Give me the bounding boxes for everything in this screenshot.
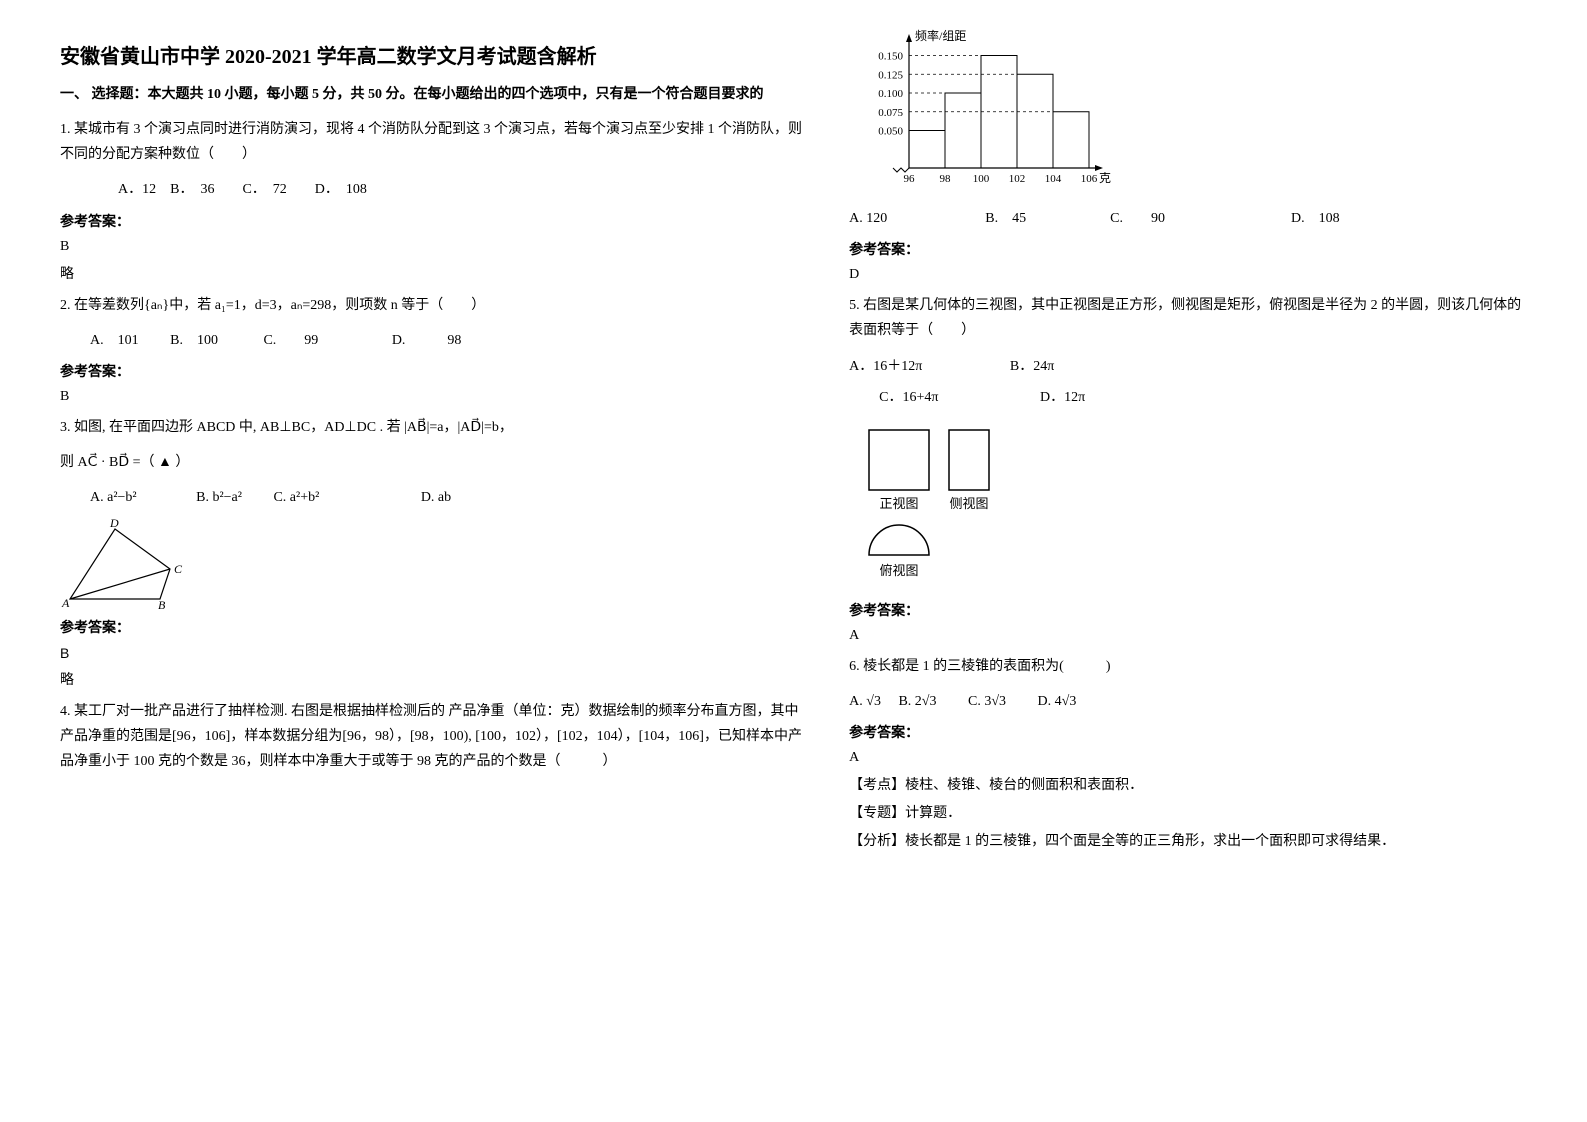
- q4-ans: D: [849, 267, 1527, 283]
- q6-text: 6. 棱长都是 1 的三棱锥的表面积为( ): [849, 654, 1527, 679]
- q6-pt2: 【专题】计算题．: [849, 802, 1527, 822]
- q3-figure: A B C D: [60, 519, 809, 609]
- q3-ans-label: 参考答案：: [60, 617, 809, 637]
- svg-text:0.100: 0.100: [878, 88, 903, 100]
- q6-ans-label: 参考答案：: [849, 722, 1527, 742]
- q6-optA: A. √3: [849, 694, 881, 709]
- svg-text:0.150: 0.150: [878, 51, 903, 63]
- q1-text: 1. 某城市有 3 个演习点同时进行消防演习，现将 4 个消防队分配到这 3 个…: [60, 117, 809, 167]
- svg-text:0.125: 0.125: [878, 69, 903, 81]
- svg-text:0.050: 0.050: [878, 126, 903, 138]
- q1-ans: B: [60, 239, 809, 255]
- front-view-label: 正视图: [880, 496, 919, 511]
- q2-optB: B. 100: [170, 333, 218, 348]
- q6-optB: B. 2√3: [898, 694, 936, 709]
- q3-ans: B: [60, 645, 809, 661]
- q6-pt1: 【考点】棱柱、棱锥、棱台的侧面积和表面积．: [849, 774, 1527, 794]
- section-heading: 一、 选择题：本大题共 10 小题，每小题 5 分，共 50 分。在每小题给出的…: [60, 84, 809, 105]
- q3-label-C: C: [174, 562, 183, 576]
- q5-optC: C．16+4π: [879, 390, 938, 405]
- q6-options: A. √3 B. 2√3 C. 3√3 D. 4√3: [849, 689, 1527, 714]
- svg-text:106: 106: [1081, 173, 1098, 185]
- q6-pt3: 【分析】棱长都是 1 的三棱锥，四个面是全等的正三角形，求出一个面积即可求得结果…: [849, 830, 1527, 850]
- q5-row1: A．16＋12π B．24π: [849, 354, 1527, 379]
- svg-text:100: 100: [973, 173, 990, 185]
- q2-optA: A. 101: [90, 333, 139, 348]
- q3-text2: 则 AC⃗ · BD⃗ =（ ▲ ）: [60, 450, 809, 475]
- svg-text:104: 104: [1045, 173, 1062, 185]
- q2-options: A. 101 B. 100 C. 99 D. 98: [90, 328, 809, 353]
- q5-ans-label: 参考答案：: [849, 600, 1527, 620]
- q2-ans: B: [60, 389, 809, 405]
- q3-optD: D. ab: [421, 490, 451, 505]
- q2-text: 2. 在等差数列{aₙ}中，若 a₁=1，d=3，aₙ=298，则项数 n 等于…: [60, 293, 809, 318]
- q5-optD: D．12π: [1040, 390, 1085, 405]
- q1-options: A．12 B． 36 C． 72 D． 108: [90, 177, 809, 202]
- q3-optB: B. b²−a²: [196, 490, 242, 505]
- top-view-label: 俯视图: [880, 563, 919, 578]
- q4-ans-label: 参考答案：: [849, 239, 1527, 259]
- svg-text:98: 98: [940, 173, 952, 185]
- q2-optC: C. 99: [263, 333, 318, 348]
- svg-text:102: 102: [1009, 173, 1026, 185]
- q3-optC: C. a²+b²: [273, 490, 319, 505]
- svg-text:克: 克: [1099, 171, 1111, 185]
- q3-label-B: B: [158, 598, 166, 609]
- q5-three-views: 正视图 侧视图 俯视图: [849, 420, 1527, 590]
- q5-optA: A．16＋12π: [849, 359, 922, 374]
- q3-note: 略: [60, 669, 809, 689]
- svg-text:96: 96: [904, 173, 916, 185]
- svg-text:0.075: 0.075: [878, 107, 903, 119]
- q3-text1: 3. 如图, 在平面四边形 ABCD 中, AB⊥BC，AD⊥DC . 若 |A…: [60, 415, 809, 440]
- q6-ans: A: [849, 750, 1527, 766]
- q3-label-D: D: [109, 519, 119, 530]
- q4-options: A. 120 B. 45 C. 90 D. 108: [849, 206, 1527, 231]
- q1-ans-label: 参考答案：: [60, 211, 809, 231]
- q2-optD: D. 98: [392, 333, 462, 348]
- q6-optD: D. 4√3: [1038, 694, 1077, 709]
- q5-ans: A: [849, 628, 1527, 644]
- q5-text: 5. 右图是某几何体的三视图，其中正视图是正方形，侧视图是矩形，俯视图是半径为 …: [849, 293, 1527, 343]
- q1-note: 略: [60, 263, 809, 283]
- page-title: 安徽省黄山市中学 2020-2021 学年高二数学文月考试题含解析: [60, 40, 809, 69]
- q4-text: 4. 某工厂对一批产品进行了抽样检测. 右图是根据抽样检测后的 产品净重（单位：…: [60, 699, 809, 775]
- q2-ans-label: 参考答案：: [60, 361, 809, 381]
- q4-histogram: 频率/组距克 0.050 0.075 0.100 0.125 0.150 96 98 100 10…: [849, 28, 1527, 198]
- q5-optB: B．24π: [1010, 359, 1054, 374]
- q6-optC: C. 3√3: [968, 694, 1006, 709]
- q3-label-A: A: [61, 596, 70, 609]
- side-view-label: 侧视图: [950, 496, 989, 511]
- q5-row2: C．16+4π D．12π: [879, 385, 1527, 410]
- q3-options: A. a²−b² B. b²−a² C. a²+b² D. ab: [90, 485, 809, 510]
- q3-optA: A. a²−b²: [90, 490, 137, 505]
- svg-text:频率/组距: 频率/组距: [915, 28, 966, 43]
